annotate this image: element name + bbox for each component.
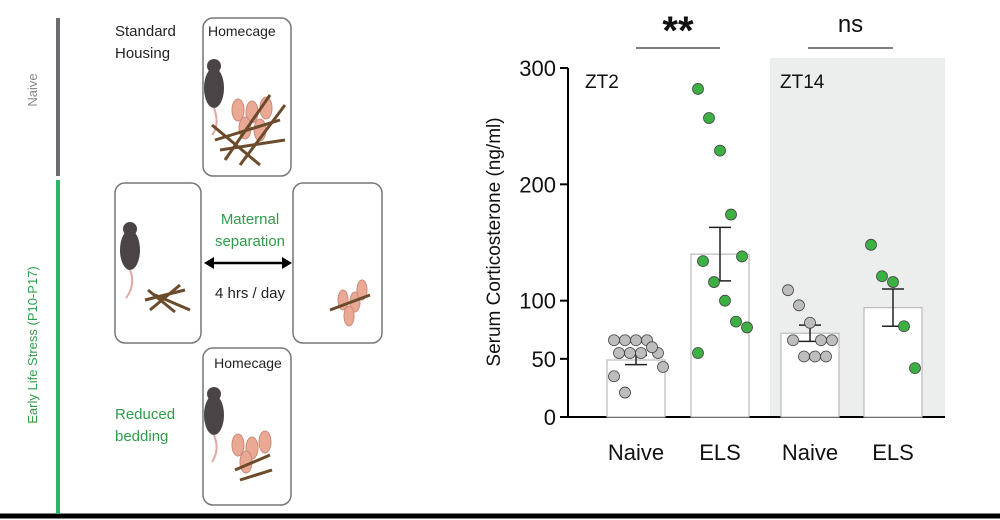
data-point bbox=[865, 238, 877, 251]
box bbox=[292, 182, 383, 344]
x-tick-label: ELS bbox=[699, 440, 741, 465]
data-point bbox=[697, 255, 709, 268]
standard-housing: Housing bbox=[115, 45, 170, 62]
data-point bbox=[826, 334, 838, 347]
maternal-separation: Maternal bbox=[221, 211, 279, 228]
y-tick-label: 200 bbox=[519, 172, 556, 197]
significance-label: ns bbox=[838, 11, 863, 38]
x-tick-label: Naive bbox=[608, 440, 664, 465]
data-point bbox=[876, 270, 888, 283]
boxes bbox=[114, 17, 383, 506]
data-point bbox=[619, 386, 631, 399]
data-point bbox=[703, 112, 715, 124]
bedding bbox=[144, 94, 371, 482]
data-point bbox=[635, 347, 647, 359]
y-tick-label: 100 bbox=[519, 289, 556, 314]
mouse bbox=[204, 387, 224, 463]
naive-side-label: Naive bbox=[25, 73, 40, 106]
data-point bbox=[619, 334, 631, 347]
reduced-bedding: Reduced bbox=[115, 406, 175, 423]
data-point bbox=[909, 362, 921, 375]
data-point bbox=[804, 316, 816, 329]
data-point bbox=[692, 83, 704, 95]
y-tick-label: 300 bbox=[519, 56, 556, 81]
data-point bbox=[730, 315, 742, 328]
y-tick-label: 0 bbox=[544, 405, 556, 430]
data-point bbox=[736, 250, 748, 263]
arrow-heads bbox=[204, 257, 292, 269]
data-point bbox=[657, 361, 669, 373]
data-point bbox=[714, 144, 726, 157]
els-side-label: Early Life Stress (P10-P17) bbox=[25, 266, 40, 424]
group-label: ZT2 bbox=[585, 72, 619, 93]
homecage-label: Homecage bbox=[214, 355, 282, 371]
duration: 4 hrs / day bbox=[215, 285, 286, 302]
x-tick-label: Naive bbox=[782, 440, 838, 465]
mouse bbox=[204, 59, 224, 136]
bar bbox=[780, 332, 840, 418]
data-point bbox=[815, 334, 827, 347]
data-point bbox=[692, 347, 704, 359]
data-point bbox=[708, 276, 720, 288]
box bbox=[202, 347, 292, 506]
data-point bbox=[887, 276, 899, 288]
data-point bbox=[798, 350, 810, 363]
maternal-separation: separation bbox=[215, 233, 285, 250]
data-point bbox=[630, 334, 642, 347]
data-point bbox=[608, 334, 620, 347]
y-tick-label: 50 bbox=[532, 347, 556, 372]
data-point bbox=[608, 370, 620, 383]
bar bbox=[606, 359, 666, 418]
data-point bbox=[741, 321, 753, 334]
data-point bbox=[793, 299, 805, 312]
box bbox=[202, 17, 292, 177]
y-axis-label: Serum Corticosterone (ng/ml) bbox=[484, 117, 505, 366]
group-label: ZT14 bbox=[780, 72, 825, 93]
illustrations bbox=[120, 59, 371, 482]
box bbox=[114, 182, 202, 344]
x-tick-label: ELS bbox=[872, 440, 914, 465]
data-point bbox=[646, 341, 658, 354]
data-point bbox=[809, 350, 821, 363]
homecage-label: Homecage bbox=[208, 23, 276, 39]
data-point bbox=[820, 350, 832, 363]
data-point bbox=[787, 334, 799, 347]
data-point bbox=[613, 347, 625, 359]
significance-label: ** bbox=[662, 9, 694, 53]
data-point bbox=[898, 320, 910, 333]
reduced-bedding: bedding bbox=[115, 428, 168, 445]
arrow bbox=[204, 257, 292, 269]
mouse bbox=[120, 222, 140, 299]
data-point bbox=[725, 208, 737, 221]
data-point bbox=[719, 294, 731, 307]
chart: 0 50 100 200 300 Serum Corticosterone (ng/ml)… bbox=[484, 9, 945, 465]
data-point bbox=[624, 347, 636, 359]
data-point bbox=[782, 284, 794, 297]
standard-housing: Standard bbox=[115, 23, 176, 40]
